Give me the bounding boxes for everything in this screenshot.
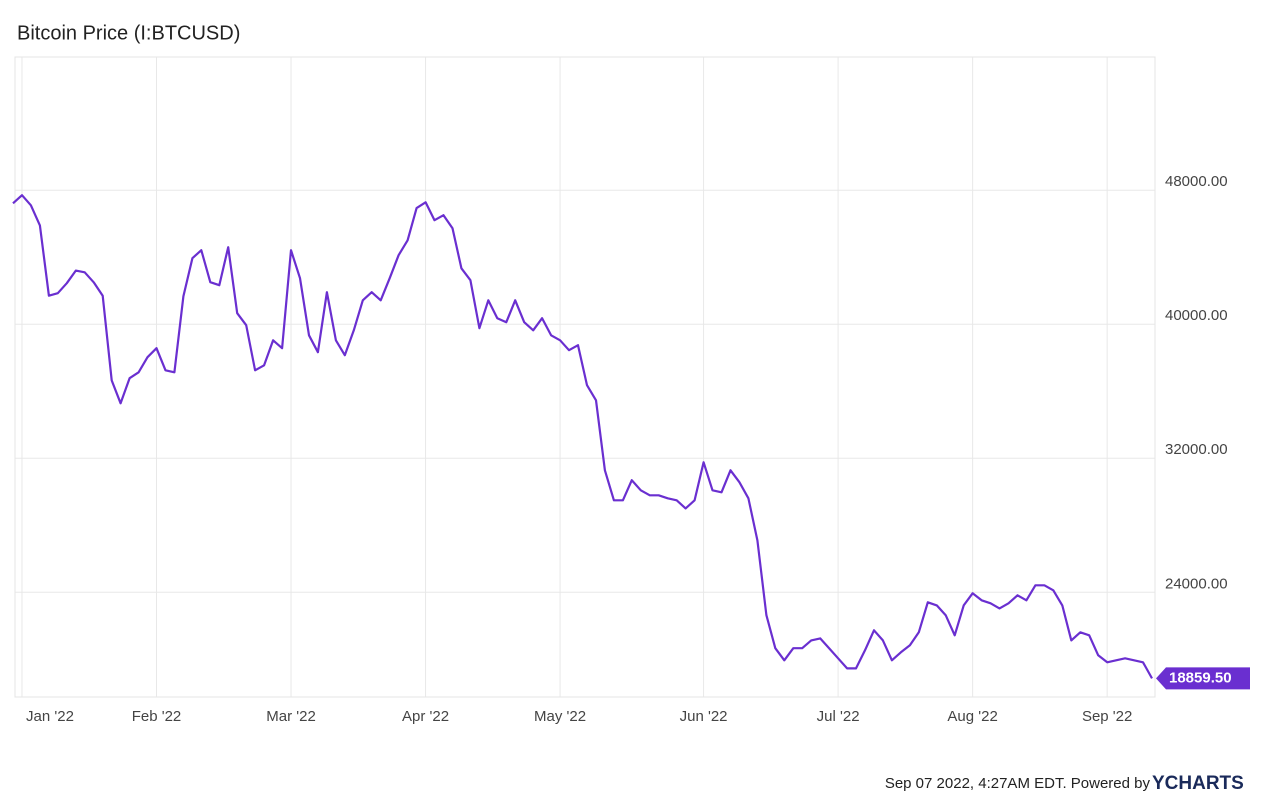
footer-text: Sep 07 2022, 4:27AM EDT. Powered by — [885, 775, 1151, 792]
price-line — [12, 194, 1153, 679]
y-tick-label: 48000.00 — [1165, 173, 1228, 190]
y-tick-label: 32000.00 — [1165, 441, 1228, 458]
plot-frame — [14, 56, 1156, 698]
last-value-label: 18859.50 — [1169, 669, 1232, 686]
x-tick-label: Jul '22 — [817, 708, 860, 725]
x-tick-label: Jan '22 — [26, 708, 74, 725]
chart-title: Bitcoin Price (I:BTCUSD) — [17, 22, 240, 44]
x-tick-label: Feb '22 — [132, 708, 182, 725]
x-tick-label: Jun '22 — [680, 708, 728, 725]
x-tick-label: Aug '22 — [947, 708, 997, 725]
y-tick-label: 40000.00 — [1165, 307, 1228, 324]
x-tick-label: Apr '22 — [402, 708, 449, 725]
x-tick-label: Sep '22 — [1082, 708, 1132, 725]
y-tick-label: 24000.00 — [1165, 575, 1228, 592]
last-value-flag — [1156, 667, 1250, 690]
brand-logo: YCHARTS — [1152, 773, 1244, 794]
x-tick-label: Mar '22 — [266, 708, 316, 725]
x-tick-label: May '22 — [534, 708, 586, 725]
